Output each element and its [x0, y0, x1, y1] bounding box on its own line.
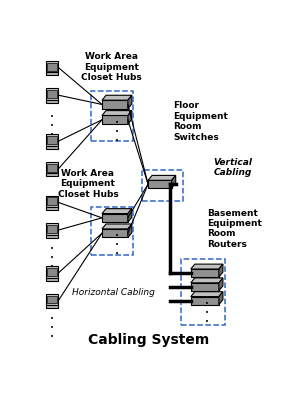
Text: Work Area
Equipment
Closet Hubs: Work Area Equipment Closet Hubs	[81, 53, 142, 82]
Text: •
•
•: • • •	[50, 246, 54, 270]
FancyBboxPatch shape	[46, 88, 59, 100]
Text: Vertical
Cabling: Vertical Cabling	[214, 158, 253, 178]
FancyBboxPatch shape	[47, 164, 57, 172]
Polygon shape	[191, 278, 223, 283]
Text: Floor
Equipment
Room
Switches: Floor Equipment Room Switches	[173, 101, 228, 142]
Polygon shape	[172, 176, 176, 188]
Polygon shape	[102, 209, 132, 214]
FancyBboxPatch shape	[102, 115, 128, 124]
FancyBboxPatch shape	[47, 296, 57, 303]
FancyBboxPatch shape	[102, 214, 128, 222]
Text: •
•
•: • • •	[115, 233, 119, 258]
FancyBboxPatch shape	[46, 195, 59, 207]
FancyBboxPatch shape	[46, 207, 58, 210]
FancyBboxPatch shape	[191, 297, 219, 304]
FancyBboxPatch shape	[46, 266, 59, 277]
Polygon shape	[219, 264, 223, 277]
FancyBboxPatch shape	[47, 197, 57, 205]
FancyBboxPatch shape	[46, 72, 58, 75]
Bar	[142, 170, 184, 201]
FancyBboxPatch shape	[148, 180, 172, 188]
Polygon shape	[128, 224, 132, 238]
Polygon shape	[219, 292, 223, 304]
Polygon shape	[102, 95, 132, 100]
FancyBboxPatch shape	[191, 283, 219, 291]
Polygon shape	[191, 264, 223, 269]
FancyBboxPatch shape	[46, 235, 58, 238]
Bar	[91, 91, 133, 141]
Polygon shape	[219, 278, 223, 291]
FancyBboxPatch shape	[102, 100, 128, 109]
Text: •
•
•: • • •	[205, 301, 209, 325]
FancyBboxPatch shape	[46, 277, 58, 281]
Bar	[181, 259, 225, 325]
FancyBboxPatch shape	[46, 100, 58, 103]
Text: Work Area
Equipment
Closet Hubs: Work Area Equipment Closet Hubs	[58, 169, 118, 199]
FancyBboxPatch shape	[47, 90, 57, 98]
Text: Horizontal Cabling: Horizontal Cabling	[72, 288, 155, 297]
FancyBboxPatch shape	[46, 294, 59, 305]
Polygon shape	[102, 224, 132, 229]
FancyBboxPatch shape	[47, 136, 57, 144]
FancyBboxPatch shape	[47, 268, 57, 276]
Text: •
•
•: • • •	[50, 114, 54, 138]
FancyBboxPatch shape	[46, 223, 59, 235]
Polygon shape	[128, 209, 132, 222]
Text: Basement
Equipment
Room
Routers: Basement Equipment Room Routers	[207, 209, 262, 249]
Polygon shape	[191, 292, 223, 297]
Polygon shape	[128, 111, 132, 124]
FancyBboxPatch shape	[191, 269, 219, 277]
FancyBboxPatch shape	[46, 174, 58, 176]
FancyBboxPatch shape	[46, 305, 58, 308]
FancyBboxPatch shape	[102, 229, 128, 238]
FancyBboxPatch shape	[46, 162, 59, 174]
Bar	[91, 207, 133, 255]
Polygon shape	[128, 95, 132, 109]
FancyBboxPatch shape	[46, 134, 59, 146]
Polygon shape	[102, 111, 132, 115]
FancyBboxPatch shape	[46, 146, 58, 149]
FancyBboxPatch shape	[47, 225, 57, 233]
FancyBboxPatch shape	[46, 60, 59, 72]
Text: •
•
•: • • •	[50, 316, 54, 340]
Text: Cabling System: Cabling System	[88, 333, 209, 347]
FancyBboxPatch shape	[47, 62, 57, 70]
Text: •
•
•: • • •	[115, 120, 119, 144]
Polygon shape	[148, 176, 176, 180]
